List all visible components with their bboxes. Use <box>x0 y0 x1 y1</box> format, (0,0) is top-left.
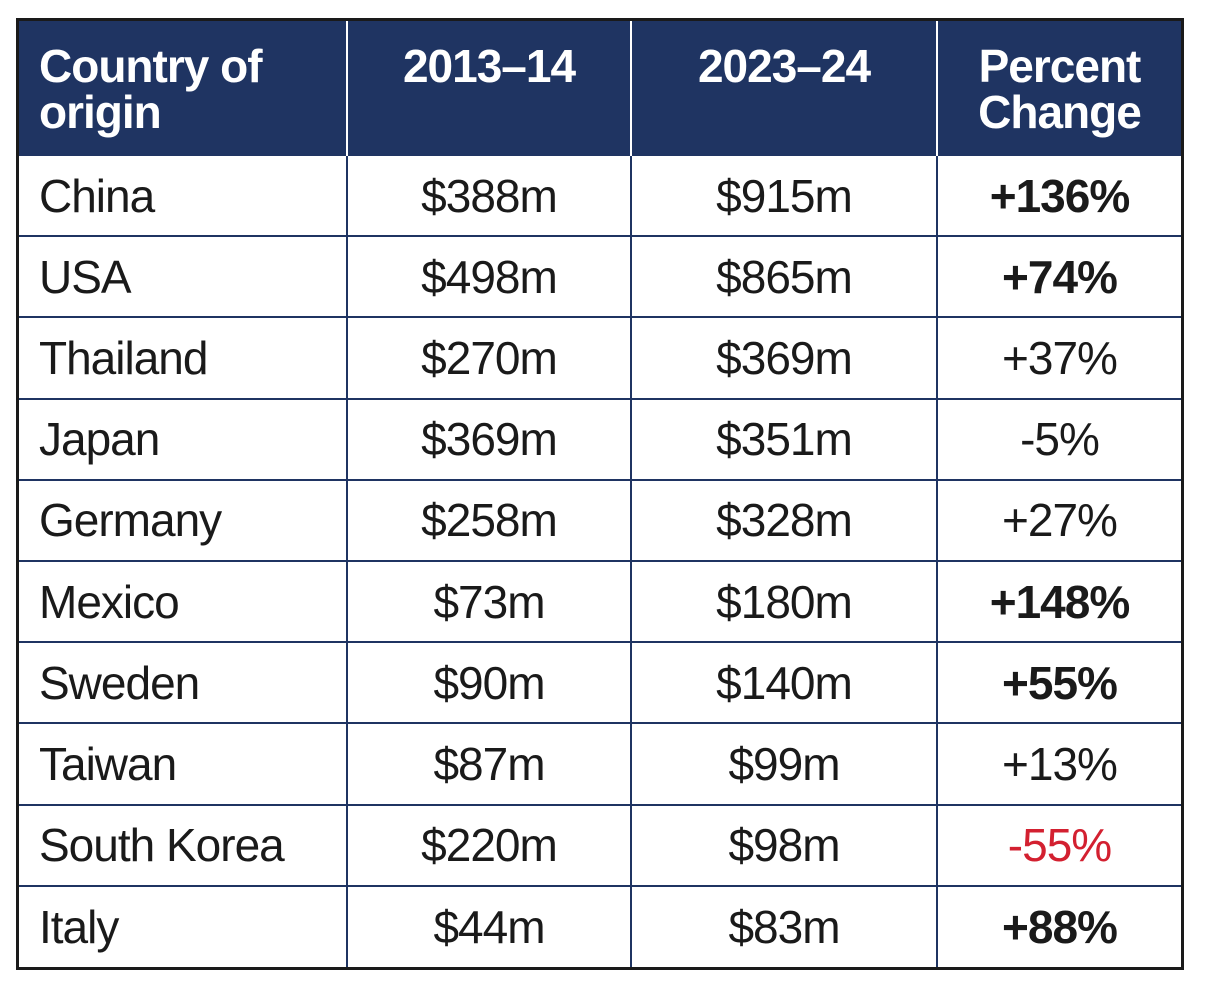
table-body: China $388m $915m +136% USA $498m $865m +74% Tha… <box>19 153 1181 967</box>
cell-percent-change: +74% <box>937 235 1181 318</box>
cell-percent-change: -55% <box>937 803 1181 886</box>
column-header-percent-change: Percent Change <box>937 21 1181 155</box>
cell-2023-24: $140m <box>631 641 938 724</box>
cell-2013-14: $73m <box>347 559 632 643</box>
cell-percent-change: +27% <box>937 478 1181 561</box>
data-table-container: Country of origin 2013–14 2023–24 Percen… <box>16 18 1184 970</box>
column-header-2023-24: 2023–24 <box>631 21 938 155</box>
cell-2023-24: $915m <box>631 153 938 237</box>
table-row: Germany $258m $328m +27% <box>19 478 1181 561</box>
cell-percent-change: +148% <box>937 559 1181 643</box>
cell-2023-24: $865m <box>631 235 938 318</box>
cell-country: South Korea <box>19 803 348 886</box>
cell-2023-24: $351m <box>631 397 938 480</box>
column-header-country: Country of origin <box>19 21 348 155</box>
table-row: USA $498m $865m +74% <box>19 235 1181 318</box>
cell-country: Japan <box>19 397 348 480</box>
cell-2013-14: $369m <box>347 397 632 480</box>
cell-2013-14: $87m <box>347 722 632 805</box>
table-row: China $388m $915m +136% <box>19 153 1181 237</box>
cell-2013-14: $498m <box>347 235 632 318</box>
cell-2023-24: $83m <box>631 884 938 967</box>
cell-country: Sweden <box>19 641 348 724</box>
cell-2013-14: $270m <box>347 316 632 399</box>
cell-percent-change: +88% <box>937 884 1181 967</box>
table-header-row: Country of origin 2013–14 2023–24 Percen… <box>19 21 1181 155</box>
cell-country: Mexico <box>19 559 348 643</box>
cell-2013-14: $388m <box>347 153 632 237</box>
table-row: South Korea $220m $98m -55% <box>19 803 1181 886</box>
cell-percent-change: +37% <box>937 316 1181 399</box>
cell-percent-change: +55% <box>937 641 1181 724</box>
table-row: Japan $369m $351m -5% <box>19 397 1181 480</box>
cell-country: Germany <box>19 478 348 561</box>
cell-2023-24: $328m <box>631 478 938 561</box>
cell-country: Taiwan <box>19 722 348 805</box>
cell-country: Thailand <box>19 316 348 399</box>
cell-2023-24: $180m <box>631 559 938 643</box>
cell-country: China <box>19 153 348 237</box>
cell-country: Italy <box>19 884 348 967</box>
cell-country: USA <box>19 235 348 318</box>
cell-2013-14: $44m <box>347 884 632 967</box>
data-table: Country of origin 2013–14 2023–24 Percen… <box>19 21 1181 967</box>
table-row: Sweden $90m $140m +55% <box>19 641 1181 724</box>
table-row: Thailand $270m $369m +37% <box>19 316 1181 399</box>
cell-2013-14: $258m <box>347 478 632 561</box>
column-header-2013-14: 2013–14 <box>347 21 632 155</box>
table-row: Mexico $73m $180m +148% <box>19 559 1181 643</box>
table-row: Taiwan $87m $99m +13% <box>19 722 1181 805</box>
cell-2023-24: $98m <box>631 803 938 886</box>
cell-2023-24: $99m <box>631 722 938 805</box>
cell-percent-change: -5% <box>937 397 1181 480</box>
cell-2023-24: $369m <box>631 316 938 399</box>
table-row: Italy $44m $83m +88% <box>19 884 1181 967</box>
cell-2013-14: $90m <box>347 641 632 724</box>
cell-2013-14: $220m <box>347 803 632 886</box>
cell-percent-change: +136% <box>937 153 1181 237</box>
cell-percent-change: +13% <box>937 722 1181 805</box>
